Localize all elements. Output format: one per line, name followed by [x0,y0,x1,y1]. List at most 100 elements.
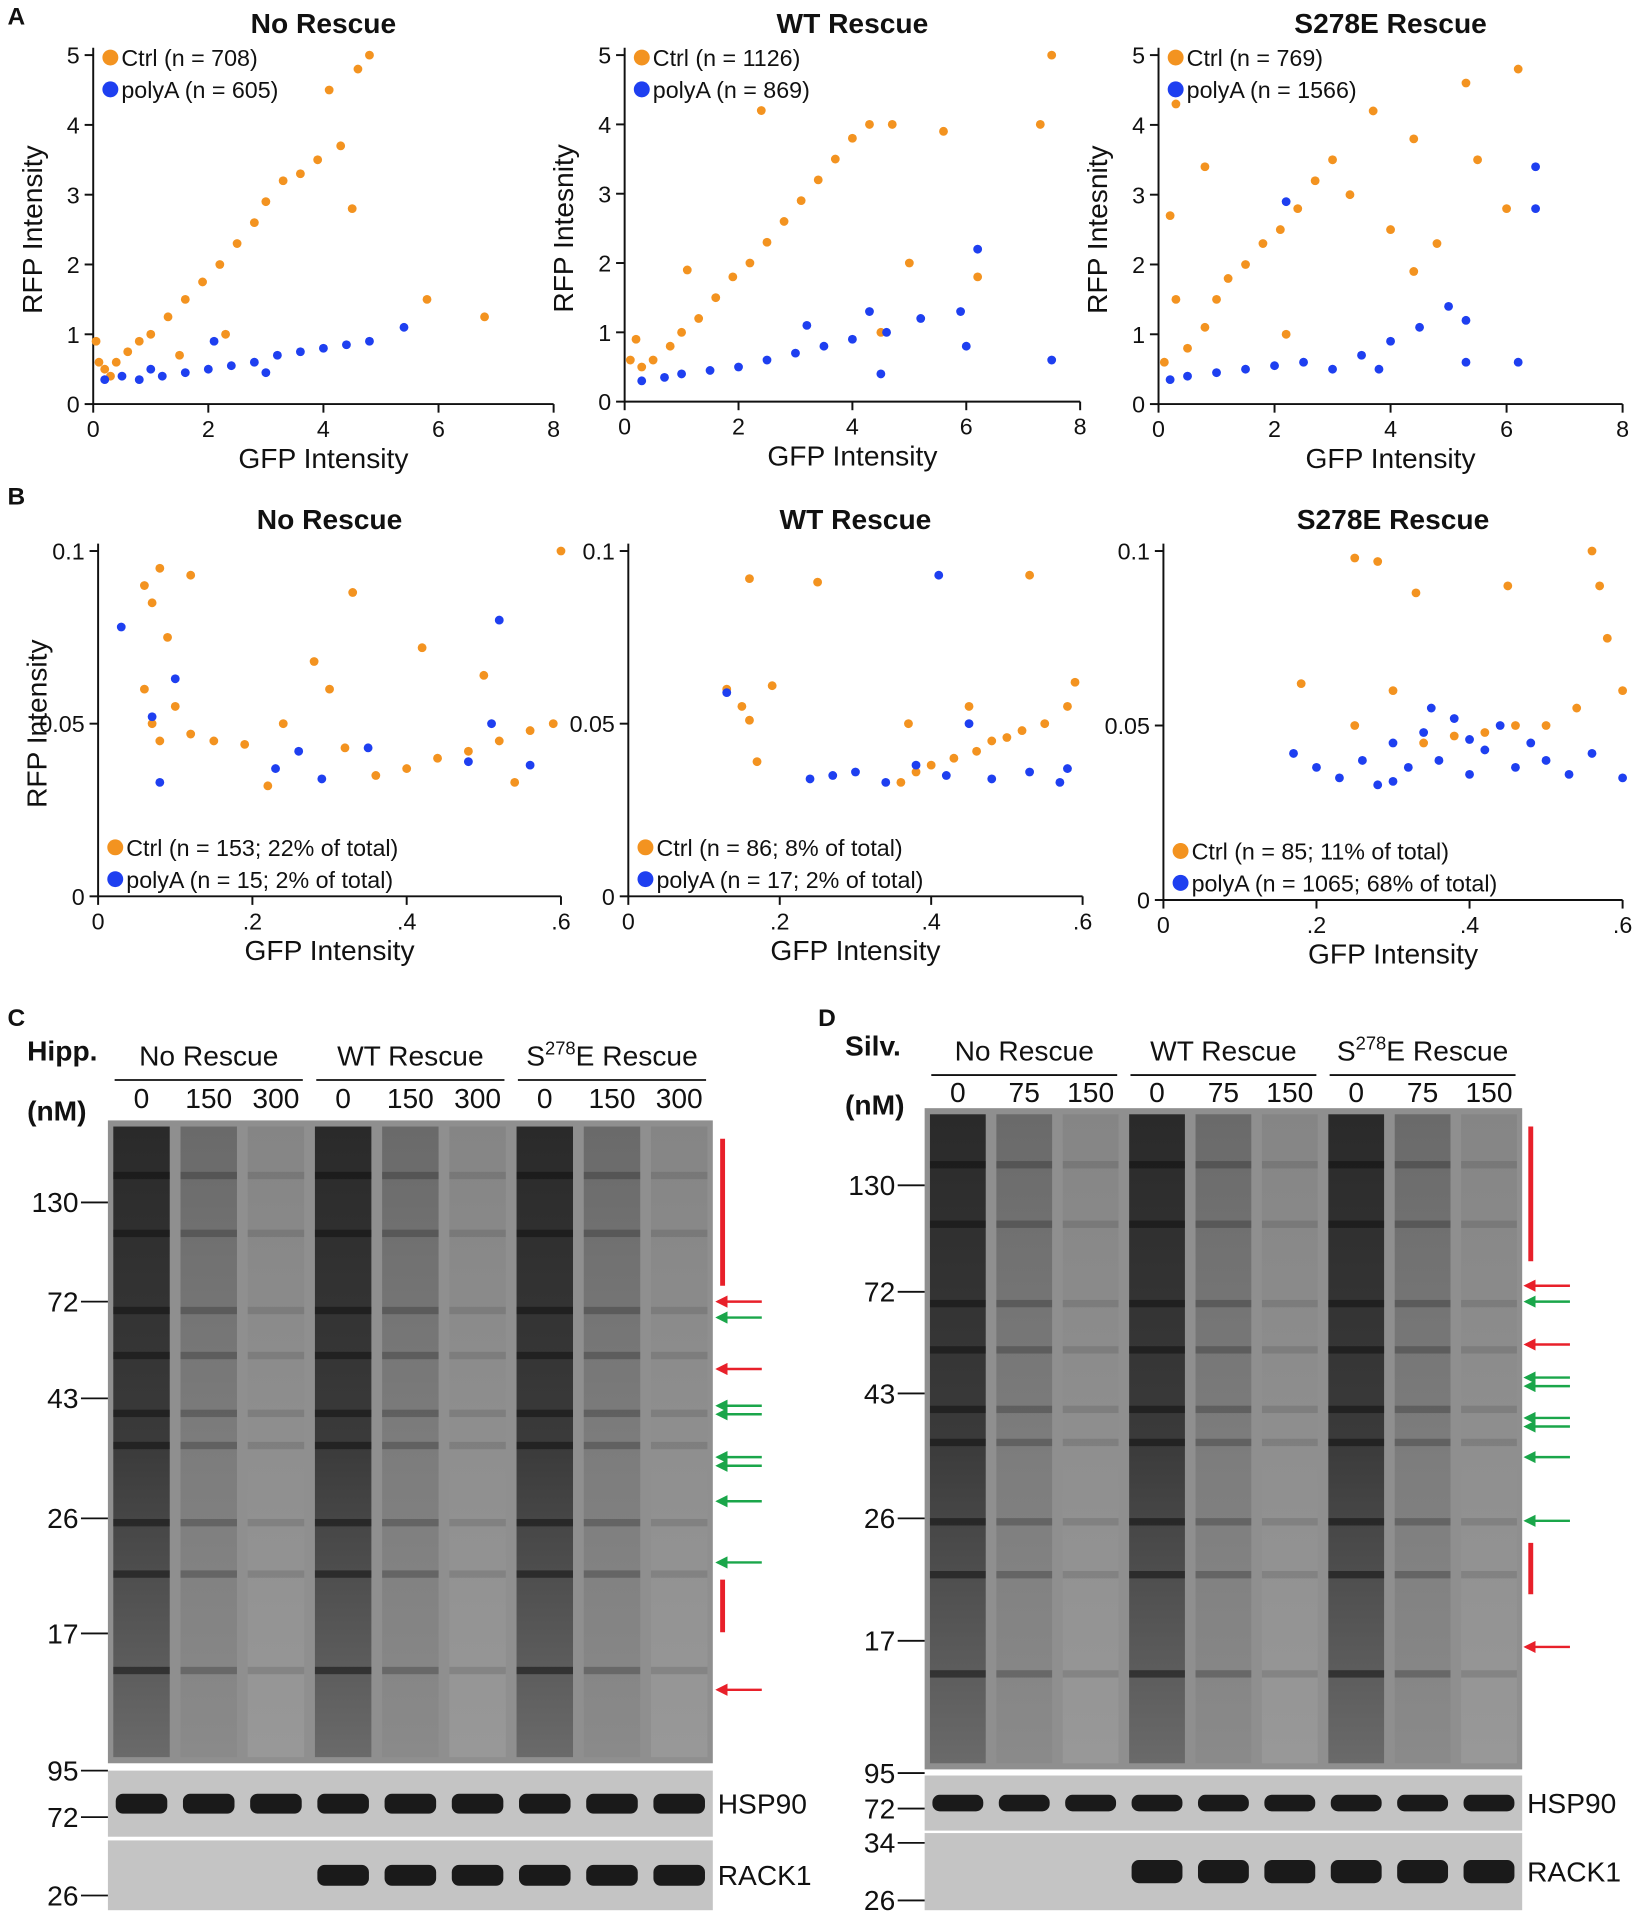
gel-band [1461,1438,1517,1447]
point [1513,64,1523,74]
gel-band [1129,1405,1185,1414]
gel-band [1062,1438,1119,1447]
point [1357,350,1366,360]
point [734,362,743,372]
point [737,702,747,711]
point [1200,322,1210,332]
point [1165,211,1175,221]
gel-band [113,1518,170,1527]
gel-band [1461,1161,1517,1169]
point [648,355,658,365]
point [1374,364,1384,374]
unit-label: (nM) [845,1089,904,1120]
x-tick-label: .4 [1460,912,1479,938]
point [494,736,504,746]
x-tick-label: 8 [547,416,560,442]
x-tick-label: 8 [1074,414,1087,440]
gel-band [1261,1161,1318,1169]
point [1495,721,1505,730]
point [371,771,381,780]
point [123,347,133,357]
gel-band [929,1518,986,1526]
x-tick-label: 6 [1500,416,1513,442]
point [1386,225,1395,234]
gel-band [1461,1670,1517,1678]
point [1426,703,1436,713]
mw-label: 130 [32,1187,79,1218]
point [263,781,273,791]
gel-band [929,1220,986,1228]
blot-band [586,1864,638,1886]
gel-band [1394,1161,1451,1169]
x-tick-label: 0 [618,414,631,440]
legend-marker [1172,874,1189,891]
point [209,736,219,746]
point [1299,357,1308,367]
point [1040,719,1050,729]
blot-band [1264,1794,1316,1812]
gel-band [1129,1161,1185,1169]
gel-band [247,1518,305,1527]
point [1449,731,1459,741]
gel-band [929,1405,986,1414]
point [433,753,442,763]
point [100,364,110,374]
point [1373,780,1383,790]
gel-band [113,1441,170,1450]
legend-marker [637,839,654,856]
point [556,546,566,556]
gel-band [1328,1299,1385,1308]
gel-band [449,1666,506,1675]
point [1531,162,1540,172]
point [1350,721,1360,730]
point [1465,769,1474,779]
gel-band [382,1409,439,1418]
gel-band [314,1171,372,1180]
gel-band [1261,1438,1318,1447]
gel-band [996,1346,1053,1354]
legend-label: polyA (n = 1566) [1187,77,1357,103]
gel-band [929,1571,986,1579]
group-label-text: No Rescue [139,1040,278,1071]
point [1386,336,1395,346]
blot-band [1397,1860,1449,1884]
gel-band [1461,1299,1517,1308]
group-label-text: WT Rescue [337,1040,484,1071]
blot-label: HSP90 [1527,1788,1616,1819]
point [1212,368,1221,378]
y-tick-label: 4 [67,112,80,138]
mw-label: 95 [864,1758,895,1789]
mw-label: 26 [864,1503,895,1534]
point [802,320,812,330]
gel-band [314,1229,372,1238]
point [805,774,815,784]
point [494,615,504,625]
y-tick-label: 0.1 [52,539,84,565]
legend-marker [107,839,124,856]
gel-band [1195,1405,1252,1414]
point [155,777,165,787]
gel-band [650,1229,708,1238]
legend-marker [102,81,119,98]
gel-band [516,1441,574,1450]
dose-label: 75 [1208,1077,1239,1108]
point [1281,329,1291,339]
y-tick-label: 1 [598,320,611,346]
point [1025,767,1035,777]
point [956,307,965,316]
blot-band [586,1793,638,1814]
gel-band [449,1518,506,1527]
gel-band [247,1229,305,1238]
point [147,712,157,722]
x-tick-label: .4 [397,908,416,934]
legend-label: Ctrl (n = 153; 22% of total) [126,835,398,861]
y-tick-label: 2 [598,251,611,277]
gel-band [1261,1299,1318,1308]
point [186,729,196,739]
scatter-panel: 0 .2 .4 .6 0 0.05 0.1 WT Rescue GFP Intensity Ctr… [570,504,1093,966]
mw-label: 43 [864,1378,895,1409]
gel-band [1195,1518,1252,1526]
point [625,355,635,365]
